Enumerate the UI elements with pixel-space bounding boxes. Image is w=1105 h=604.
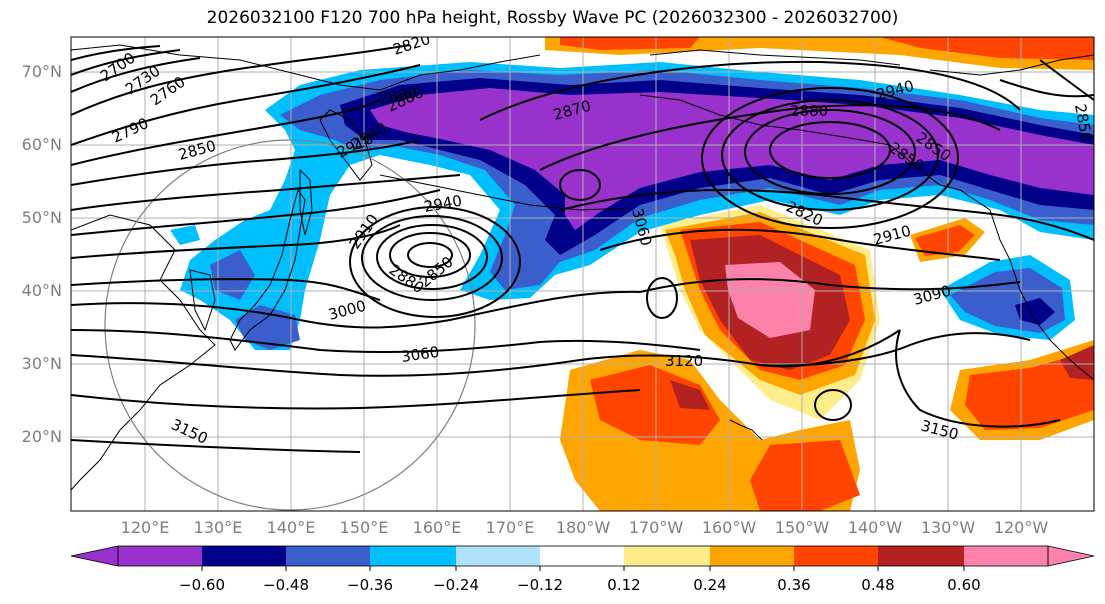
lon-label: 130°W <box>920 518 976 537</box>
coastline-hawaii <box>729 419 763 441</box>
lon-label: 140°W <box>847 518 903 537</box>
coastline-kamchatka <box>319 109 373 181</box>
coastline-asia <box>71 214 216 491</box>
colorbar-tick-label: −0.36 <box>347 576 393 594</box>
anomaly-arctic-positive-inner-2 <box>880 37 1094 60</box>
colorbar-tick-label: 0.24 <box>693 576 727 594</box>
coastline-korea <box>189 269 216 332</box>
anomaly-northpac-purple <box>370 88 1094 230</box>
contour-label: 2850 <box>1071 103 1095 144</box>
coastline-alaska <box>639 94 961 191</box>
colorbar-bin <box>964 546 1048 566</box>
lon-label: 160°W <box>701 518 757 537</box>
anomaly-gulf-alaska-red <box>915 225 975 256</box>
lon-label: 150°W <box>774 518 830 537</box>
map-title: 2026032100 F120 700 hPa height, Rossby W… <box>206 8 899 28</box>
colorbar-bin <box>118 546 202 566</box>
colorbar-tick-label: −0.60 <box>179 576 225 594</box>
map-plot-area: 2700 2730 2760 2790 2820 2850 2880 2910 … <box>71 37 1095 511</box>
colorbar-tick-label: −0.48 <box>263 576 309 594</box>
colorbar-bin <box>456 546 540 566</box>
lon-label: 130°E <box>193 518 243 537</box>
lon-label: 180°W <box>555 518 611 537</box>
contour-label: 3120 <box>665 352 703 370</box>
colorbar-extend-high <box>1047 545 1095 567</box>
colorbar-frame <box>117 545 1049 567</box>
colorbar-tick-label: −0.24 <box>433 576 479 594</box>
anomaly-eastpac-navy <box>1015 298 1055 325</box>
colorbar-bin <box>540 546 624 566</box>
lat-label-70n: 70°N <box>21 62 62 81</box>
coastline-nw-america <box>959 189 1094 381</box>
coastline-sakhalin <box>299 168 313 236</box>
colorbar-bin <box>370 546 456 566</box>
lon-label: 120°W <box>993 518 1049 537</box>
lon-label: 160°E <box>412 518 462 537</box>
anomaly-japan-lightblue <box>170 225 200 245</box>
colorbar-bin <box>710 546 794 566</box>
coastline-canada <box>929 54 1094 76</box>
map-frame <box>70 36 1095 512</box>
coastline-alaska-north <box>649 49 901 66</box>
lon-label: 170°W <box>628 518 684 537</box>
lat-label-50n: 50°N <box>21 208 62 227</box>
colorbar-tick-label: 0.36 <box>777 576 811 594</box>
colorbar-bin <box>624 546 710 566</box>
negative-anomaly-fields <box>170 62 1094 350</box>
lat-label-30n: 30°N <box>21 354 62 373</box>
colorbar <box>70 545 1095 571</box>
contour-label: 3060 <box>400 343 440 366</box>
colorbar-bin <box>286 546 370 566</box>
lon-label: 170°E <box>485 518 535 537</box>
colorbar-tick-label: 0.12 <box>607 576 641 594</box>
lat-label-60n: 60°N <box>21 135 62 154</box>
lon-label: 150°E <box>339 518 389 537</box>
anomaly-eastpac-red <box>965 350 1094 430</box>
coastlines <box>71 44 1094 491</box>
coastline-siberia <box>71 44 541 91</box>
lat-label-20n: 20°N <box>21 427 62 446</box>
colorbar-extend-low <box>70 545 119 567</box>
lon-label: 140°E <box>266 518 316 537</box>
lat-label-40n: 40°N <box>21 281 62 300</box>
colorbar-tick-label: 0.48 <box>861 576 895 594</box>
colorbar-bin <box>794 546 878 566</box>
colorbar-bin <box>878 546 964 566</box>
projection-circle <box>104 139 476 511</box>
anomaly-eastpac-darkred <box>1060 345 1094 380</box>
contour-label: 2880 <box>790 102 828 120</box>
coastline-aleutians <box>379 174 631 211</box>
colorbar-tick-label: −0.12 <box>517 576 563 594</box>
lon-label: 120°E <box>120 518 170 537</box>
colorbar-bin <box>202 546 286 566</box>
colorbar-tick-label: 0.60 <box>947 576 981 594</box>
coastline-japan <box>229 188 306 351</box>
height-contours <box>71 44 1094 453</box>
anomaly-arctic-positive-inner <box>560 37 700 50</box>
